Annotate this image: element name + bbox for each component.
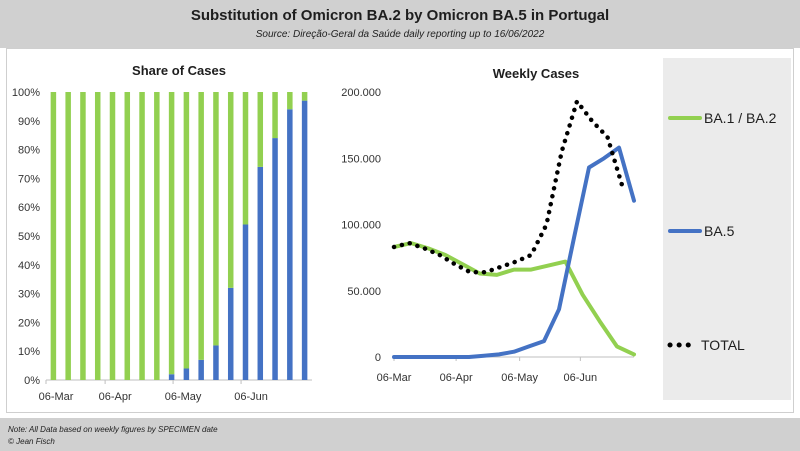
share-bar-ba12: [50, 92, 57, 380]
share-bar-ba12: [257, 92, 264, 167]
share-y-tick-label: 0%: [24, 375, 40, 387]
share-bar-ba12: [124, 92, 131, 380]
weekly-x-tick-label: 06-May: [501, 372, 538, 384]
weekly-y-tick-label: 200.000: [341, 87, 381, 99]
share-bar-ba12: [154, 92, 160, 380]
weekly-x-tick-label: 06-Mar: [377, 372, 412, 384]
share-bar-ba5: [257, 166, 264, 380]
header-band: [0, 0, 800, 48]
share-bar-ba12: [80, 92, 86, 380]
share-y-tick-label: 20%: [18, 317, 40, 329]
share-bar-ba12: [272, 92, 278, 139]
weekly-x-tick-label: 06-Apr: [440, 372, 473, 384]
share-y-tick-label: 100%: [12, 87, 40, 99]
share-bar-ba12: [287, 92, 293, 110]
weekly-line-ba12: [392, 241, 636, 357]
share-bar-ba5: [168, 374, 175, 380]
footer-band: [0, 418, 800, 451]
share-x-tick-label: 06-Mar: [39, 391, 74, 403]
share-bar-ba5: [287, 109, 293, 380]
share-bar-ba5: [183, 368, 190, 380]
legend-label-ba12: BA.1 / BA.2: [704, 110, 777, 126]
share-bar-ba5: [301, 100, 308, 380]
share-bar-ba12: [139, 92, 145, 380]
weekly-line-total: [391, 99, 625, 275]
share-x-tick-label: 06-Apr: [99, 391, 132, 403]
weekly-y-tick-label: 100.000: [341, 220, 381, 232]
weekly-x-tick-label: 06-Jun: [564, 372, 598, 384]
legend-label-total: TOTAL: [701, 337, 745, 353]
share-bar-ba12: [183, 92, 190, 369]
share-bar-ba12: [168, 92, 175, 375]
share-bar-ba12: [227, 92, 234, 288]
weekly-line-ba5: [392, 145, 636, 359]
share-y-tick-label: 90%: [18, 116, 40, 128]
weekly-y-tick-label: 50.000: [347, 286, 381, 298]
share-y-tick-label: 80%: [18, 145, 40, 157]
share-bar-ba12: [94, 92, 101, 380]
footer-note: Note: All Data based on weekly figures b…: [8, 425, 218, 434]
weekly-chart-title: Weekly Cases: [493, 66, 580, 81]
share-x-tick-label: 06-May: [165, 391, 202, 403]
share-bar-ba12: [213, 92, 219, 346]
share-y-tick-label: 60%: [18, 202, 40, 214]
share-y-tick-label: 10%: [18, 346, 40, 358]
share-bar-ba12: [198, 92, 204, 360]
share-bar-ba12: [109, 92, 116, 380]
share-bar-ba5: [198, 359, 204, 380]
share-bar-ba5: [242, 224, 249, 380]
share-bar-ba12: [301, 92, 308, 101]
share-bar-ba5: [213, 345, 219, 380]
share-bar-ba12: [65, 92, 71, 380]
page-title: Substitution of Omicron BA.2 by Omicron …: [190, 7, 610, 24]
share-y-tick-label: 40%: [18, 260, 40, 272]
share-bar-ba12: [242, 92, 249, 225]
footer-copyright: © Jean Fisch: [8, 437, 55, 446]
share-y-tick-label: 70%: [18, 173, 40, 185]
share-x-tick-label: 06-Jun: [234, 391, 268, 403]
weekly-y-tick-label: 0: [375, 352, 381, 364]
share-bar-ba5: [227, 287, 234, 380]
share-y-tick-label: 30%: [18, 289, 40, 301]
share-bar-ba5: [272, 138, 278, 380]
weekly-y-tick-label: 150.000: [341, 153, 381, 165]
share-chart-title: Share of Cases: [132, 63, 226, 78]
legend-label-ba5: BA.5: [704, 223, 735, 239]
chart-frame: [6, 48, 794, 413]
share-y-tick-label: 50%: [18, 231, 40, 243]
source-subtitle: Source: Direção-Geral da Saúde daily rep…: [255, 29, 545, 40]
